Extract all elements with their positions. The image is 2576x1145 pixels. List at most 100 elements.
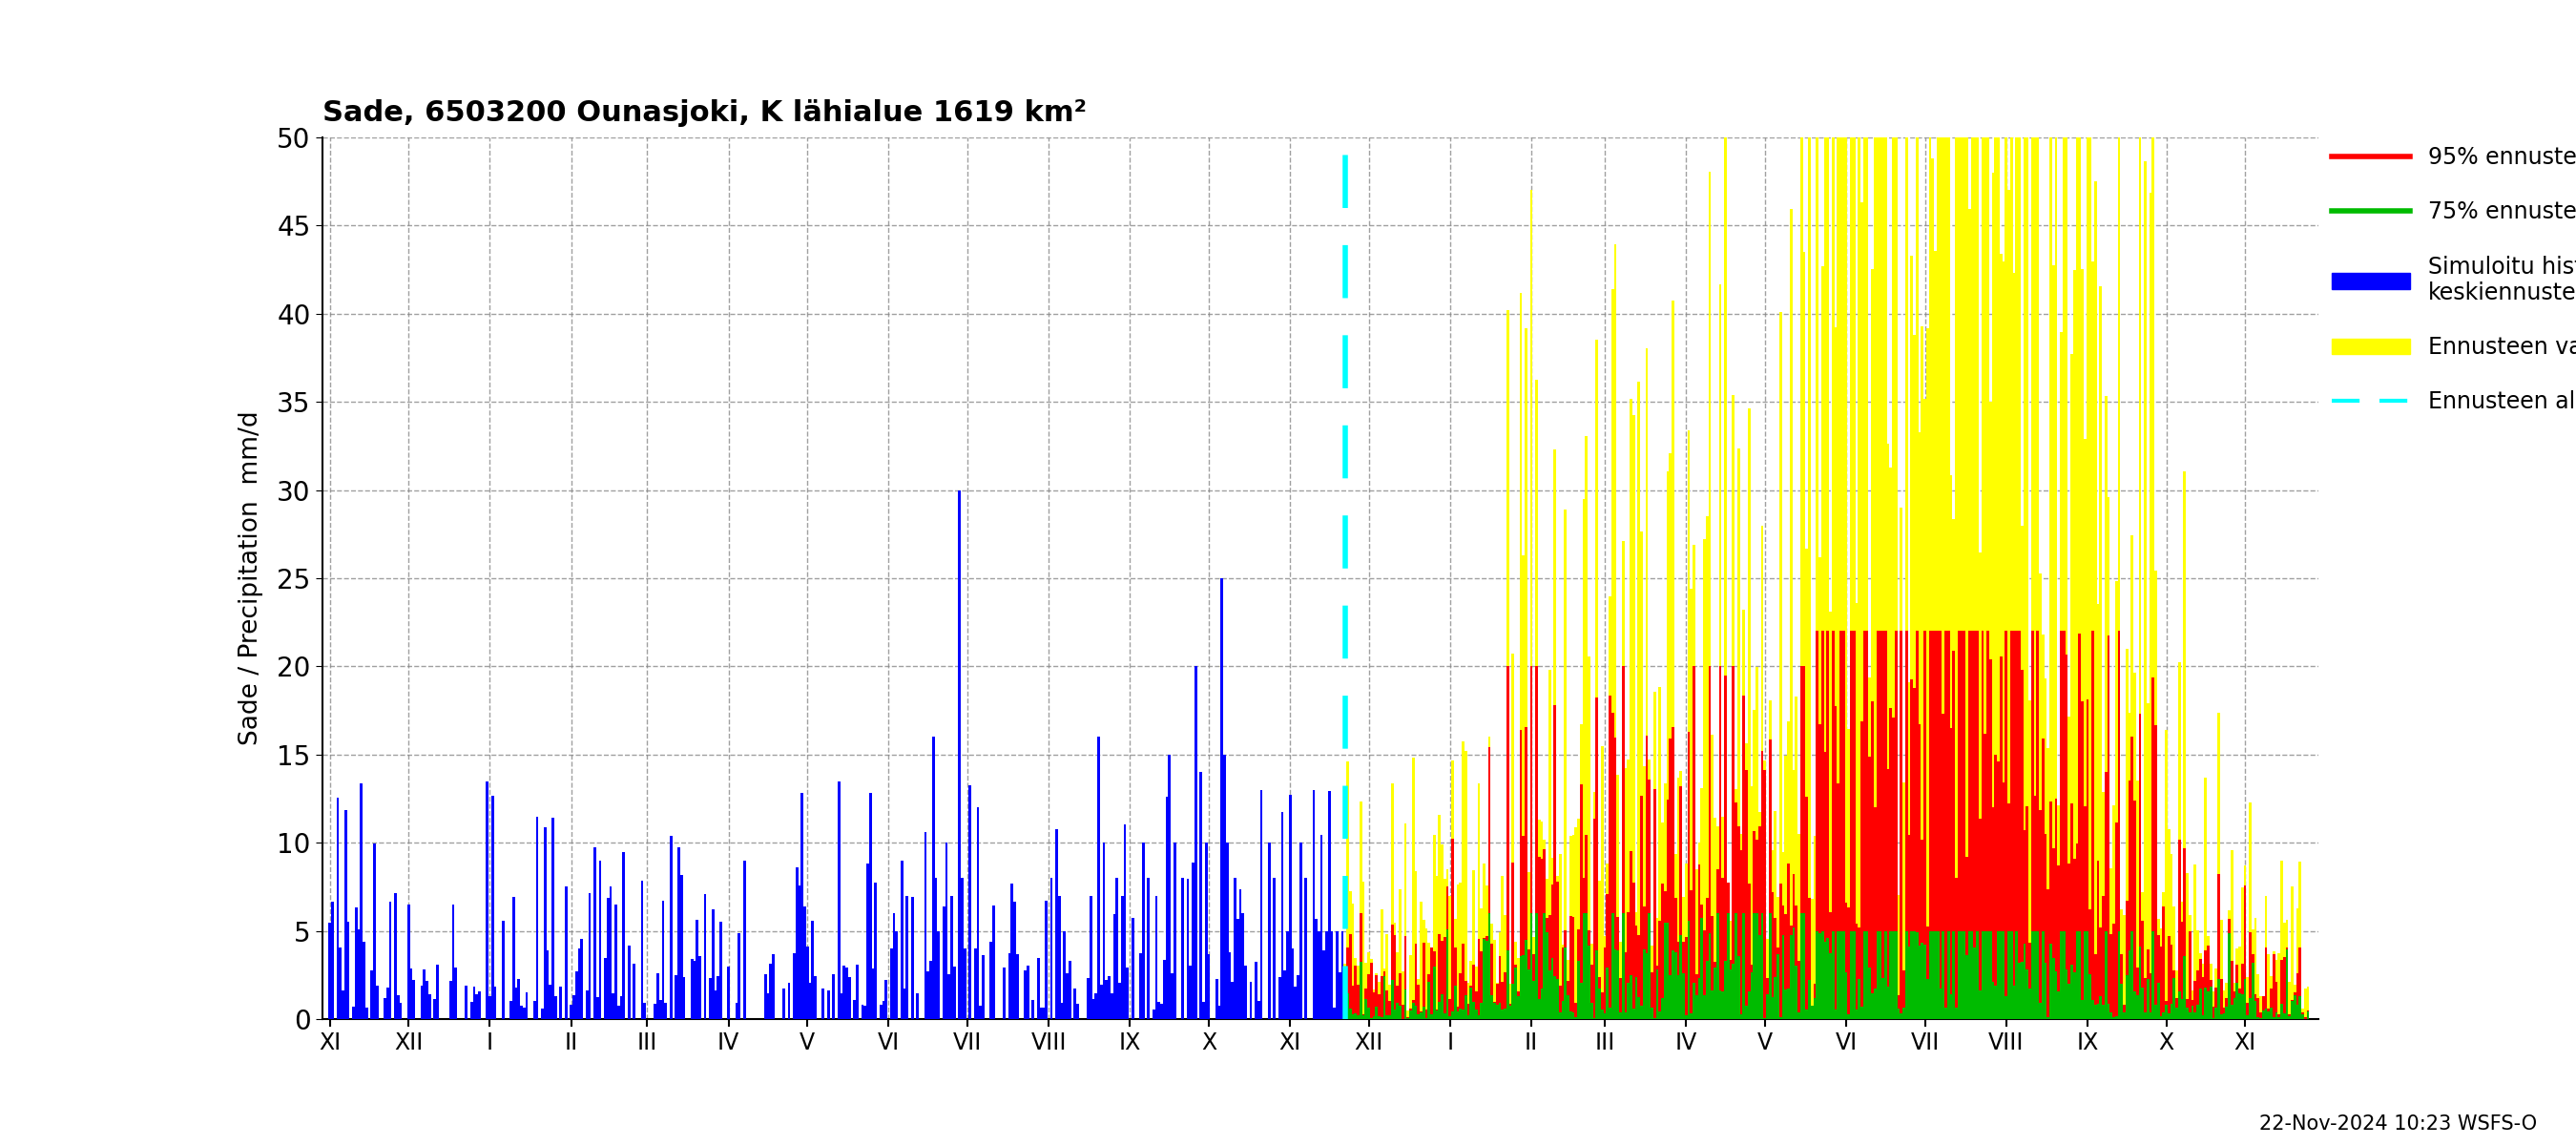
Bar — [1443, 1013, 1445, 1019]
Bar — [1829, 611, 1832, 1019]
Bar — [1899, 1009, 1901, 1019]
Bar — [2267, 1009, 2269, 1019]
Bar — [2275, 981, 2277, 1019]
Bar — [1172, 843, 1175, 1019]
Bar — [976, 807, 979, 1019]
Bar — [1267, 843, 1270, 1019]
Bar — [474, 987, 477, 1019]
Bar — [925, 831, 927, 1019]
Bar — [1448, 1000, 1450, 1019]
Bar — [1540, 859, 1543, 1019]
Bar — [770, 964, 773, 1019]
Bar — [2241, 994, 2244, 1019]
Bar — [363, 942, 366, 1019]
Bar — [1417, 979, 1419, 1019]
Bar — [2156, 918, 2159, 1019]
Bar — [1772, 850, 1775, 1019]
Bar — [1118, 984, 1121, 1019]
Bar — [1525, 940, 1528, 1019]
Bar — [2002, 262, 2004, 1019]
Bar — [1785, 756, 1788, 1019]
Bar — [737, 933, 739, 1019]
Bar — [1352, 986, 1355, 1019]
Bar — [1646, 735, 1649, 1019]
Bar — [2187, 1008, 2190, 1019]
Bar — [2112, 924, 2115, 1019]
Bar — [2236, 964, 2239, 1019]
Bar — [1798, 961, 1801, 1019]
Bar — [1752, 972, 1754, 1019]
Bar — [1419, 902, 1422, 1019]
Bar — [1110, 994, 1113, 1019]
Bar — [1994, 755, 1996, 1019]
Bar — [2244, 866, 2246, 1019]
Bar — [1842, 931, 1844, 1019]
Bar — [1669, 739, 1672, 1019]
Bar — [1613, 713, 1615, 1019]
Bar — [2172, 907, 2174, 1019]
Bar — [1752, 964, 1754, 1019]
Bar — [2231, 961, 2233, 1019]
Bar — [1914, 335, 1917, 1019]
Bar — [1728, 921, 1731, 1019]
Bar — [1999, 254, 2002, 1019]
Bar — [2112, 805, 2115, 1019]
Bar — [1468, 1014, 1471, 1019]
Bar — [1427, 981, 1430, 1019]
Bar — [1445, 869, 1448, 1019]
Bar — [407, 905, 410, 1019]
Bar — [1257, 1001, 1260, 1019]
Bar — [1868, 757, 1870, 1019]
Bar — [1401, 972, 1404, 1019]
Bar — [1409, 1009, 1412, 1019]
Bar — [1492, 945, 1494, 1019]
Bar — [2277, 1014, 2280, 1019]
Bar — [1437, 934, 1440, 1019]
Bar — [1788, 721, 1790, 1019]
Bar — [1958, 631, 1960, 1019]
Bar — [1947, 931, 1950, 1019]
Bar — [945, 843, 948, 1019]
Bar — [2097, 605, 2099, 1019]
Bar — [2107, 497, 2110, 1019]
Bar — [992, 906, 994, 1019]
Bar — [2146, 979, 2148, 1019]
Bar — [1937, 931, 1940, 1019]
Bar — [2025, 970, 2027, 1019]
Bar — [1922, 942, 1924, 1019]
Bar — [2079, 137, 2081, 1019]
Bar — [1533, 955, 1535, 1019]
Bar — [2045, 834, 2048, 1019]
Bar — [1942, 137, 1945, 1019]
Bar — [1788, 988, 1790, 1019]
Bar — [2187, 872, 2190, 1019]
Bar — [2285, 919, 2287, 1019]
Bar — [1229, 953, 1231, 1019]
Bar — [1255, 962, 1257, 1019]
Bar — [1754, 831, 1757, 1019]
Bar — [1922, 840, 1924, 1019]
Bar — [1865, 631, 1868, 1019]
Bar — [2105, 931, 2107, 1019]
Bar — [1878, 631, 1880, 1019]
Bar — [1625, 953, 1628, 1019]
Bar — [361, 783, 363, 1019]
Bar — [1571, 835, 1574, 1019]
Bar — [1170, 973, 1172, 1019]
Bar — [1471, 961, 1473, 1019]
Bar — [1123, 824, 1126, 1019]
Bar — [1852, 631, 1855, 1019]
Bar — [1734, 803, 1736, 1019]
Bar — [1971, 631, 1973, 1019]
Bar — [564, 886, 567, 1019]
Bar — [1662, 822, 1664, 1019]
Bar — [1754, 914, 1757, 1019]
Bar — [2133, 992, 2136, 1019]
Bar — [2030, 137, 2035, 1019]
Bar — [2110, 934, 2112, 1019]
Bar — [1741, 914, 1744, 1019]
Bar — [1273, 878, 1275, 1019]
Bar — [1551, 884, 1553, 1019]
Bar — [2014, 631, 2017, 1019]
Bar — [2056, 971, 2058, 1019]
